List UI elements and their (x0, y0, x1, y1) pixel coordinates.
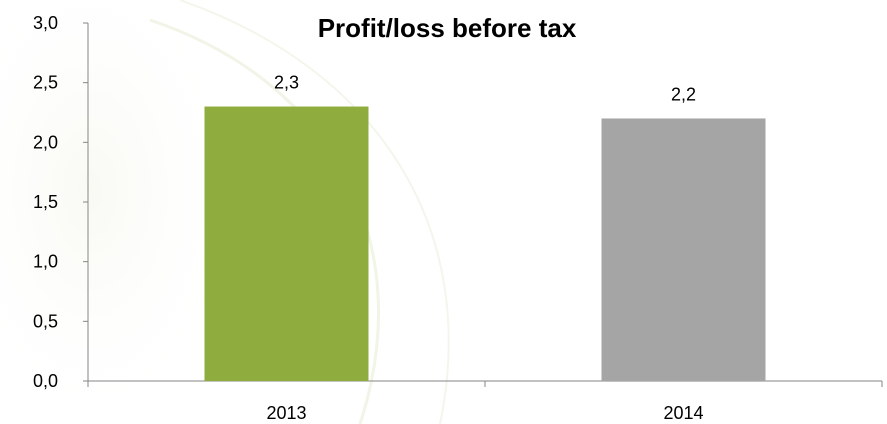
data-labels: 2,3 2,2 (274, 73, 696, 105)
y-tick-label: 0,5 (33, 311, 58, 331)
bar-series (204, 106, 766, 382)
x-tick-label-2014: 2014 (663, 403, 703, 423)
y-tick-label: 1,5 (33, 192, 58, 212)
x-tick-label-2013: 2013 (266, 403, 306, 423)
y-axis: 0,0 0,5 1,0 1,5 2,0 2,5 3,0 (33, 13, 89, 391)
chart-title: Profit/loss before tax (318, 13, 577, 43)
data-label-2013: 2,3 (274, 73, 299, 93)
y-tick-label: 1,0 (33, 252, 58, 272)
y-tick-label: 2,5 (33, 73, 58, 93)
bar-2014 (601, 118, 766, 381)
y-tick-label: 2,0 (33, 132, 58, 152)
bar-2013 (204, 106, 369, 382)
y-tick-label: 0,0 (33, 371, 58, 391)
y-tick-label: 3,0 (33, 13, 58, 33)
data-label-2014: 2,2 (671, 84, 696, 104)
